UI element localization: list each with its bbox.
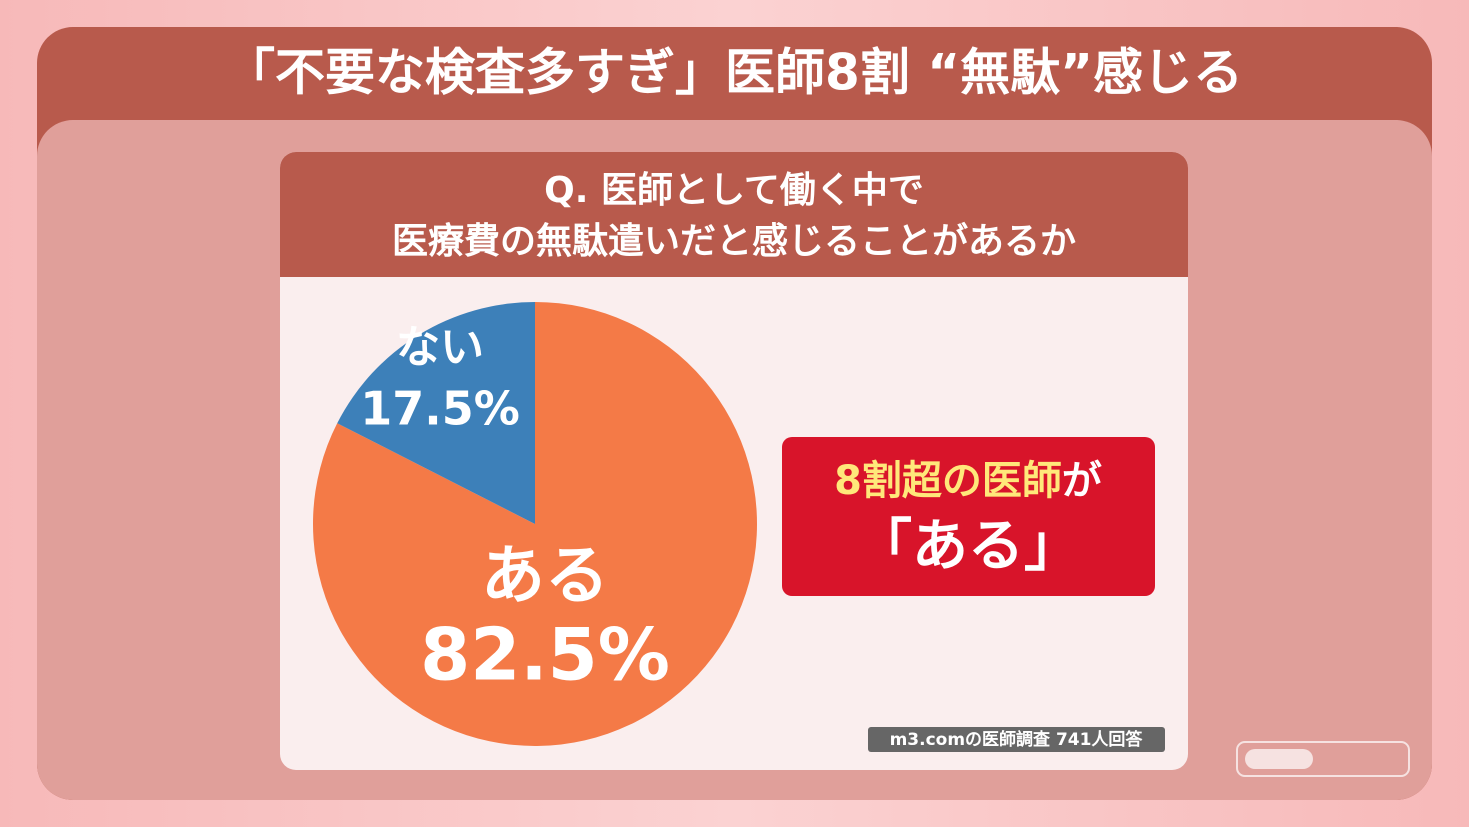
- source-box: [868, 727, 1165, 752]
- slice-label: ある: [481, 540, 609, 614]
- panel-header: [280, 152, 1188, 277]
- source: m3.comの医師調査 741人回答: [890, 729, 1144, 750]
- question: Q. 医師として働く中で: [544, 170, 924, 211]
- slice-label: ない: [396, 322, 484, 373]
- slice-value: 82.5%: [420, 613, 670, 697]
- logo-box: [1236, 741, 1410, 777]
- callout-rest: が: [1062, 458, 1102, 504]
- callout-line2: 「ある」: [856, 514, 1080, 579]
- callout-box: [782, 437, 1155, 596]
- callout-highlight: 8割超の医師: [834, 458, 1062, 504]
- headline: 「不要な検査多すぎ」医師8割 “無駄”感じる: [225, 44, 1243, 102]
- question: 医療費の無駄遣いだと感じることがあるか: [392, 221, 1076, 262]
- slice-value: 17.5%: [360, 382, 520, 436]
- callout: 8割超の医師が: [834, 458, 1102, 504]
- logo-pill: [1245, 749, 1313, 769]
- pie-slice: [337, 302, 535, 524]
